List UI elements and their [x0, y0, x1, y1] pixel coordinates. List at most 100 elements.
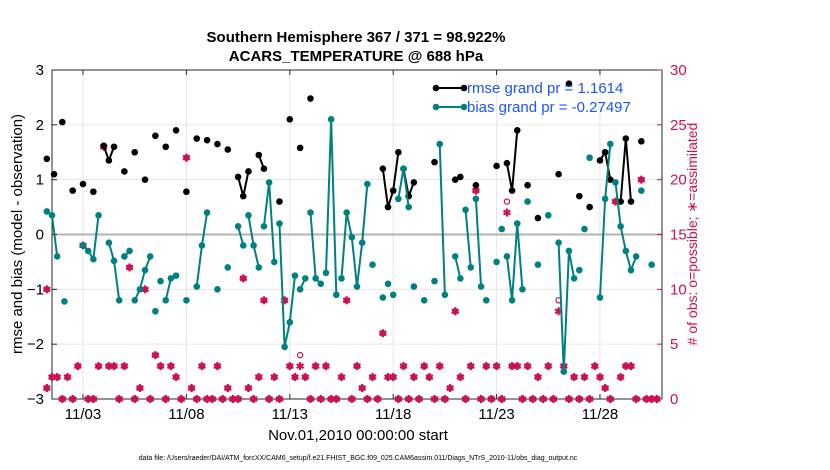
obs-possible-point — [64, 373, 71, 381]
series-bias-line — [262, 182, 276, 262]
y-axis-left-label: rmse and bias (model - observation) — [9, 114, 26, 354]
series-bias-point — [333, 291, 340, 299]
obs-possible-point — [312, 362, 319, 370]
series-rmse-point — [59, 118, 66, 126]
series-rmse-point — [69, 187, 76, 194]
series-bias-point — [472, 195, 480, 203]
obs-possible-point — [178, 395, 185, 403]
y-left-tick-label: 1 — [36, 172, 44, 189]
obs-possible-point — [477, 395, 485, 403]
y-right-tick-label: 5 — [670, 336, 678, 353]
x-tick-label: 11/23 — [478, 406, 514, 423]
series-bias-point — [141, 266, 149, 274]
obs-assimilated-point — [296, 362, 305, 371]
obs-possible-point — [234, 395, 242, 403]
series-bias-point — [348, 233, 356, 241]
series-bias-point — [234, 222, 242, 230]
footnote-data-file: data file: /Users/raeder/DAI/ATM_forcXX/… — [139, 455, 578, 462]
series-bias-line — [598, 143, 612, 298]
y-right-tick-label: 10 — [670, 281, 687, 298]
series-rmse-point — [395, 148, 402, 156]
series-bias-point — [343, 209, 350, 216]
legend-marker-start-1 — [432, 103, 440, 111]
legend-marker-end-1 — [460, 103, 468, 111]
series-bias-point — [270, 258, 278, 266]
legend: rmse grand pr = 1.1614 bias grand pr = -0… — [432, 80, 631, 116]
series-bias-line — [82, 215, 100, 263]
y-right-tick-label: 0 — [670, 391, 678, 408]
obs-possible-point — [591, 362, 598, 370]
series-rmse-point — [627, 198, 635, 205]
series-bias-point — [477, 283, 485, 290]
series-bias-point — [276, 220, 283, 227]
series-bias-point — [513, 220, 521, 227]
obs-possible-point — [224, 384, 231, 392]
series-bias-point — [524, 198, 531, 205]
obs-possible-point — [550, 395, 557, 403]
series-bias-point — [152, 307, 159, 315]
obs-possible-point — [436, 362, 443, 370]
obs-possible-point — [265, 395, 273, 403]
series-rmse-point — [622, 135, 630, 142]
series-bias-line — [195, 212, 209, 287]
series-bias-point — [369, 261, 376, 268]
series-rmse-point — [286, 116, 294, 123]
obs-possible-point — [410, 373, 418, 381]
series-bias-point — [358, 239, 366, 247]
x-tick-label: 11/28 — [582, 406, 618, 423]
obs-possible-point — [653, 395, 661, 403]
series-bias-point — [265, 179, 273, 186]
series-bias-point — [379, 294, 387, 301]
series-bias-point — [405, 203, 412, 211]
series-rmse-point — [172, 127, 180, 134]
series-bias-point — [245, 212, 252, 219]
series-rmse-point — [245, 168, 252, 175]
axis-ticks: 11/03 11/08 11/13 11/18 11/23 11/28 −3 −2 −1 0 1 2 3… — [27, 62, 687, 423]
series-rmse-point — [121, 168, 128, 175]
obs-possible-point — [632, 395, 640, 403]
series-bias-point — [95, 212, 102, 219]
y-axis-right-label: # of obs: o=possible; ∗=assimilated — [684, 123, 700, 346]
series-bias-point — [560, 368, 568, 375]
series-bias-point — [503, 253, 511, 260]
series-rmse-point — [503, 159, 511, 167]
obs-possible-point — [90, 395, 97, 403]
series-bias-point — [105, 239, 113, 247]
series-bias-line — [557, 242, 576, 372]
obs-possible-point — [467, 362, 474, 370]
obs-possible-point — [395, 395, 402, 403]
series-bias-point — [203, 209, 211, 216]
series-rmse-point — [586, 203, 593, 211]
obs-possible-point — [286, 362, 293, 370]
series-bias-point — [410, 283, 418, 290]
obs-possible-point — [110, 362, 118, 370]
obs-possible-point — [338, 373, 345, 381]
series-bias-point — [90, 255, 97, 263]
series-bias-point — [395, 195, 402, 203]
obs-assimilated-point — [502, 208, 511, 217]
series-bias-point — [53, 253, 61, 260]
series-bias-point — [312, 275, 319, 282]
obs-possible-point — [183, 154, 190, 161]
y-left-tick-label: −3 — [27, 391, 44, 408]
series-rmse-point — [555, 170, 562, 178]
obs-possible-point — [493, 362, 500, 370]
series-bias-point — [224, 264, 232, 271]
series-bias-line — [164, 278, 172, 301]
series-bias-line — [324, 119, 338, 295]
series-bias-point — [612, 179, 619, 186]
obs-possible-point — [389, 373, 397, 381]
series-bias-point — [317, 280, 325, 288]
obs-possible-point — [426, 373, 433, 381]
series-bias-point — [617, 222, 624, 230]
series-rmse-point — [307, 95, 314, 102]
series-bias-line — [237, 226, 245, 246]
series-rmse-point — [255, 151, 263, 159]
obs-possible-point — [69, 395, 76, 403]
obs-possible-point — [374, 395, 381, 403]
obs-possible-point — [581, 373, 588, 381]
obs-possible-point — [441, 395, 449, 403]
series-bias-point — [43, 208, 51, 215]
series-rmse-point — [100, 142, 107, 149]
